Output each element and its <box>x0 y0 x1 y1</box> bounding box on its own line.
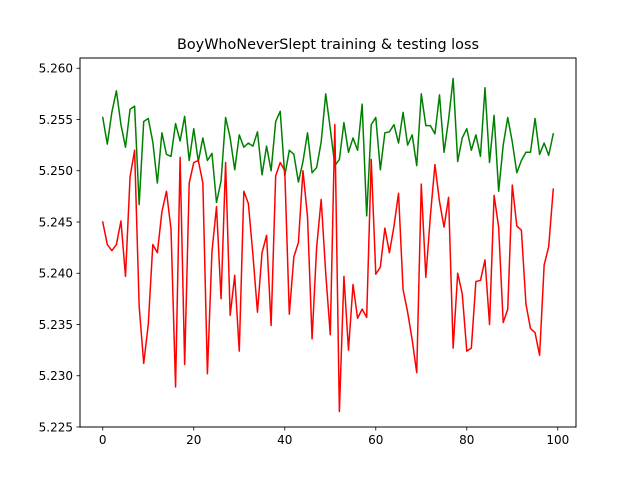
series-0-line <box>103 79 554 216</box>
x-tick-label: 80 <box>459 433 474 447</box>
plot-lines <box>103 79 554 412</box>
y-tick-label: 5.245 <box>39 215 73 229</box>
y-tick-label: 5.230 <box>39 369 73 383</box>
y-tick-label: 5.240 <box>39 267 73 281</box>
y-tick-label: 5.250 <box>39 164 73 178</box>
x-tick-label: 0 <box>99 433 107 447</box>
y-tick-label: 5.225 <box>39 420 73 434</box>
chart-title: BoyWhoNeverSlept training & testing loss <box>177 37 479 53</box>
y-axis-ticks: 5.225 5.230 5.235 5.240 5.245 5.250 5.255 5.260 <box>39 62 80 435</box>
y-tick-label: 5.260 <box>39 62 73 76</box>
x-axis-ticks: 0 20 40 60 80 100 <box>99 427 569 447</box>
series-1-line <box>103 125 554 412</box>
x-tick-label: 20 <box>186 433 201 447</box>
y-tick-label: 5.255 <box>39 113 73 127</box>
x-tick-label: 60 <box>368 433 383 447</box>
x-tick-label: 40 <box>277 433 292 447</box>
y-tick-label: 5.235 <box>39 318 73 332</box>
x-tick-label: 100 <box>546 433 569 447</box>
